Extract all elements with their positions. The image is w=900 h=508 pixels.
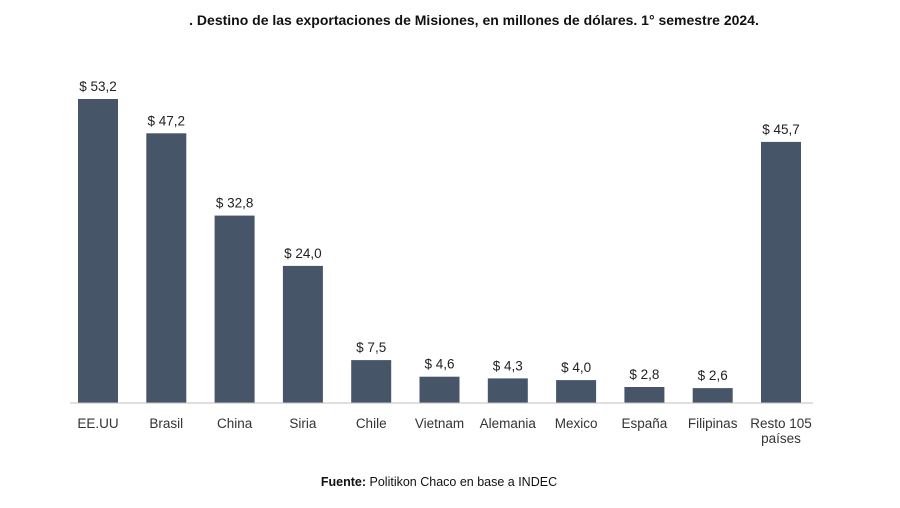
bar-7 (556, 380, 597, 403)
category-label-1: Brasil (149, 416, 183, 431)
category-label-2: China (217, 416, 253, 431)
value-label-9: $ 2,6 (698, 368, 728, 383)
bar-8 (624, 387, 665, 403)
bar-9 (692, 388, 733, 403)
bar-10 (761, 141, 801, 403)
chart-title: . Destino de las exportaciones de Mision… (189, 12, 759, 28)
value-label-5: $ 4,6 (424, 357, 454, 372)
category-label-9: Filipinas (688, 416, 738, 431)
bar-6 (487, 378, 528, 403)
bar-1 (146, 133, 187, 404)
bars-group: $ 53,2 EE.UU $ 47,2 Brasil $ 32,8 China $ 24,0… (77, 79, 811, 446)
source-text: Politikon Chaco en base a INDEC (366, 475, 557, 489)
value-label-8: $ 2,8 (629, 367, 659, 382)
value-label-6: $ 4,3 (493, 358, 523, 373)
value-label-0: $ 53,2 (79, 79, 117, 94)
source-note: Fuente: Politikon Chaco en base a INDEC (321, 475, 557, 489)
value-label-4: $ 7,5 (356, 340, 386, 355)
value-label-1: $ 47,2 (148, 113, 186, 128)
bar-3 (282, 265, 323, 403)
value-label-2: $ 32,8 (216, 196, 254, 211)
bar-4 (351, 360, 392, 403)
bar-0 (78, 99, 118, 403)
category-label-6: Alemania (480, 416, 537, 431)
bar-5 (419, 376, 460, 403)
category-label-8: España (622, 416, 668, 431)
category-label-10: Resto 105 países (750, 416, 812, 446)
category-label-0: EE.UU (77, 416, 118, 431)
value-label-10: $ 45,7 (762, 122, 800, 137)
value-label-7: $ 4,0 (561, 360, 591, 375)
bar-2 (214, 215, 255, 403)
category-label-4: Chile (356, 416, 387, 431)
category-label-5: Vietnam (415, 416, 464, 431)
value-label-3: $ 24,0 (284, 246, 322, 261)
source-label: Fuente: (321, 475, 366, 489)
category-label-7: Mexico (555, 416, 598, 431)
category-label-3: Siria (289, 416, 316, 431)
